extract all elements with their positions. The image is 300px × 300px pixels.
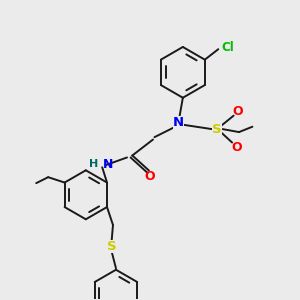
Text: H: H <box>89 159 98 169</box>
Text: Cl: Cl <box>222 41 235 54</box>
Text: O: O <box>231 140 242 154</box>
Text: S: S <box>107 240 116 253</box>
Text: S: S <box>212 123 222 136</box>
Text: O: O <box>144 170 155 183</box>
Text: N: N <box>173 116 184 129</box>
Text: N: N <box>103 158 113 171</box>
Text: O: O <box>233 105 243 118</box>
